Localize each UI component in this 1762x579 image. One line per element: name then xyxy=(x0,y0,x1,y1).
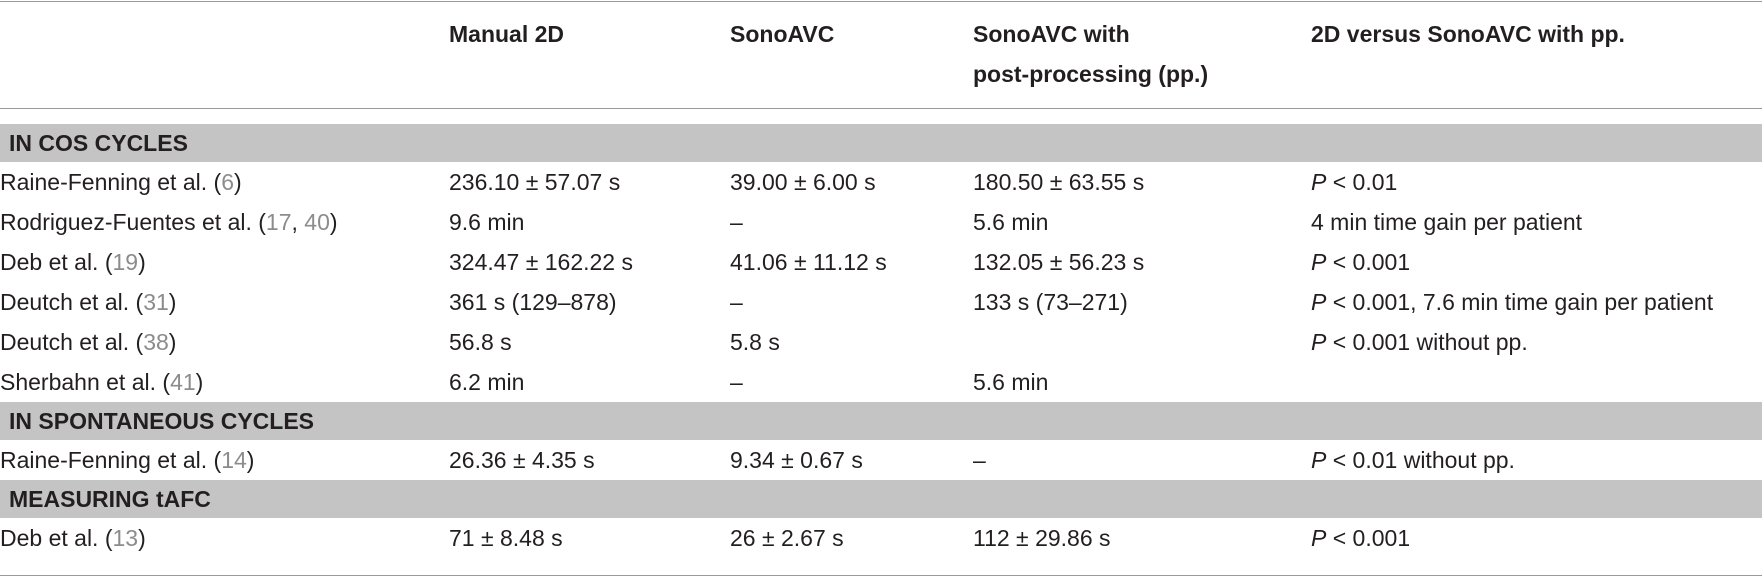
manual-2d-cell: 71 ± 8.48 s xyxy=(449,525,563,551)
reference-link[interactable]: 6 xyxy=(221,169,234,195)
comparison-cell: 4 min time gain per patient xyxy=(1311,209,1583,235)
sonoavc-cell: 5.8 s xyxy=(730,329,780,355)
column-header-sonoavc-pp-line-2: post-processing (pp.) xyxy=(973,61,1209,87)
column-header-sonoavc-pp-line-1: SonoAVC with xyxy=(973,21,1130,47)
sonoavc-cell: 9.34 ± 0.67 s xyxy=(730,447,863,473)
manual-2d-cell: 324.47 ± 162.22 s xyxy=(449,249,633,275)
table-bottom-rule xyxy=(0,575,1762,576)
comparison-cell: P < 0.01 without pp. xyxy=(1311,447,1515,473)
sonoavc-pp-cell: – xyxy=(973,447,986,473)
table-row: Raine-Fenning et al. (6) 236.10 ± 57.07 s… xyxy=(0,162,1762,202)
p-value-symbol: P xyxy=(1311,525,1327,551)
study-cell: Deutch et al. (31) xyxy=(0,289,177,315)
reference-link[interactable]: 13 xyxy=(112,525,139,551)
sonoavc-pp-cell: 112 ± 29.86 s xyxy=(973,525,1111,551)
manual-2d-cell: 26.36 ± 4.35 s xyxy=(449,447,595,473)
reference-link[interactable]: 19 xyxy=(112,249,139,275)
reference-link[interactable]: 31 xyxy=(143,289,169,315)
sonoavc-cell: – xyxy=(730,209,743,235)
header-bottom-rule xyxy=(0,108,1762,109)
p-value-symbol: P xyxy=(1311,329,1327,355)
column-header-manual-2d: Manual 2D xyxy=(449,21,565,47)
table-row: Deutch et al. (31) 361 s (129–878) – 133 s … xyxy=(0,282,1762,322)
table-row: Rodriguez-Fuentes et al. (17, 40) 9.6 min… xyxy=(0,202,1762,242)
table-row: Deutch et al. (38) 56.8 s 5.8 s P < 0.001 w… xyxy=(0,322,1762,362)
table-row: Deb et al. (13) 71 ± 8.48 s 26 ± 2.67 s 112… xyxy=(0,518,1762,558)
sonoavc-pp-cell: 180.50 ± 63.55 s xyxy=(973,169,1145,195)
column-header-sonoavc: SonoAVC xyxy=(730,21,835,47)
section-cos-cycles: IN COS CYCLES xyxy=(0,124,1762,162)
sonoavc-cell: 39.00 ± 6.00 s xyxy=(730,169,876,195)
manual-2d-cell: 9.6 min xyxy=(449,209,525,235)
table-row: Sherbahn et al. (41) 6.2 min – 5.6 min xyxy=(0,362,1762,402)
p-value-symbol: P xyxy=(1311,289,1327,315)
section-title: MEASURING tAFC xyxy=(9,486,211,512)
sonoavc-cell: 26 ± 2.67 s xyxy=(730,525,844,551)
manual-2d-cell: 56.8 s xyxy=(449,329,512,355)
column-header-comparison: 2D versus SonoAVC with pp. xyxy=(1311,21,1625,47)
sonoavc-pp-cell: 133 s (73–271) xyxy=(973,289,1128,315)
manual-2d-cell: 361 s (129–878) xyxy=(449,289,617,315)
manual-2d-cell: 6.2 min xyxy=(449,369,525,395)
section-title: IN COS CYCLES xyxy=(9,130,188,156)
study-cell: Deb et al. (19) xyxy=(0,249,146,275)
comparison-cell: P < 0.001 xyxy=(1311,525,1411,551)
comparison-cell: P < 0.001 without pp. xyxy=(1311,329,1528,355)
comparison-cell: P < 0.001, 7.6 min time gain per patient xyxy=(1311,289,1714,315)
column-header-sonoavc-pp: SonoAVC with post-processing (pp.) xyxy=(973,14,1208,94)
table-header-row: Manual 2D SonoAVC SonoAVC with post-proc… xyxy=(0,14,1762,104)
study-cell: Deb et al. (13) xyxy=(0,525,146,551)
sonoavc-pp-cell: 5.6 min xyxy=(973,369,1049,395)
reference-link[interactable]: 17 xyxy=(265,209,292,235)
study-cell: Sherbahn et al. (41) xyxy=(0,369,204,395)
sonoavc-cell: – xyxy=(730,369,743,395)
table-top-rule xyxy=(0,1,1762,2)
reference-link[interactable]: 38 xyxy=(143,329,169,355)
section-measuring-tafc: MEASURING tAFC xyxy=(0,480,1762,518)
p-value-symbol: P xyxy=(1311,249,1327,275)
sonoavc-pp-cell: 132.05 ± 56.23 s xyxy=(973,249,1145,275)
section-spontaneous-cycles: IN SPONTANEOUS CYCLES xyxy=(0,402,1762,440)
p-value-symbol: P xyxy=(1311,447,1327,473)
study-cell: Deutch et al. (38) xyxy=(0,329,177,355)
study-cell: Raine-Fenning et al. (6) xyxy=(0,169,242,195)
study-cell: Rodriguez-Fuentes et al. (17, 40) xyxy=(0,209,338,235)
sonoavc-cell: 41.06 ± 11.12 s xyxy=(730,249,887,275)
table-row: Deb et al. (19) 324.47 ± 162.22 s 41.06 ± … xyxy=(0,242,1762,282)
sonoavc-pp-cell: 5.6 min xyxy=(973,209,1049,235)
p-value-symbol: P xyxy=(1311,169,1327,195)
table-row: Raine-Fenning et al. (14) 26.36 ± 4.35 s 9… xyxy=(0,440,1762,480)
manual-2d-cell: 236.10 ± 57.07 s xyxy=(449,169,621,195)
section-title: IN SPONTANEOUS CYCLES xyxy=(9,408,314,434)
sonoavc-cell: – xyxy=(730,289,743,315)
reference-link[interactable]: 40 xyxy=(304,209,330,235)
comparison-cell: P < 0.01 xyxy=(1311,169,1398,195)
study-cell: Raine-Fenning et al. (14) xyxy=(0,447,255,473)
reference-link[interactable]: 14 xyxy=(221,447,247,473)
reference-link[interactable]: 41 xyxy=(170,369,196,395)
comparison-cell: P < 0.001 xyxy=(1311,249,1411,275)
